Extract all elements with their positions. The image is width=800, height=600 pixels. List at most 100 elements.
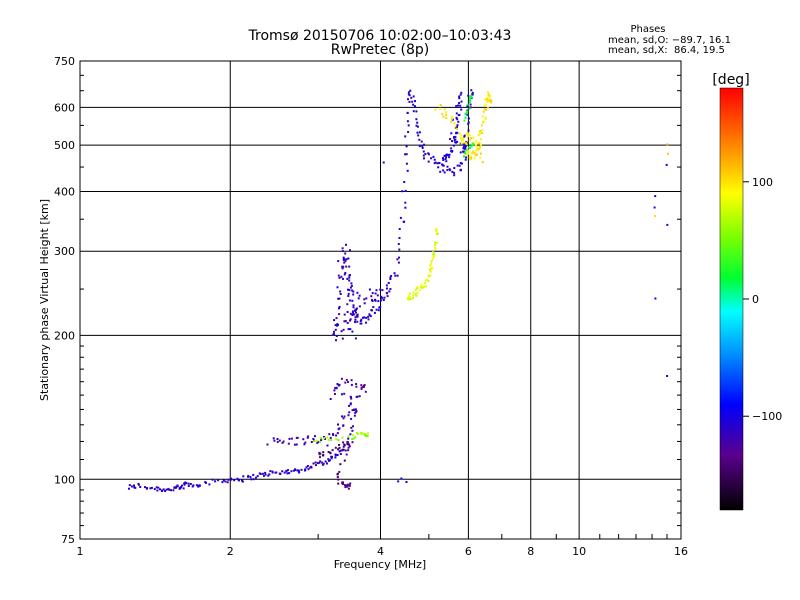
- data-point: [328, 433, 331, 436]
- data-point: [344, 252, 347, 255]
- data-point: [654, 195, 657, 198]
- series-x-trace-upper: [434, 91, 493, 164]
- data-point: [469, 106, 472, 109]
- data-point: [314, 435, 316, 438]
- data-point: [459, 151, 462, 154]
- data-point: [422, 286, 425, 289]
- colorbar-label: [deg]: [712, 72, 749, 88]
- data-point: [348, 404, 350, 407]
- data-point: [338, 307, 340, 310]
- data-point: [319, 456, 321, 459]
- data-point: [469, 98, 471, 101]
- data-point: [409, 89, 412, 92]
- data-point: [471, 152, 474, 155]
- data-point: [460, 142, 463, 145]
- data-point: [133, 486, 136, 489]
- data-point: [334, 446, 337, 449]
- data-point: [431, 258, 434, 261]
- data-point: [427, 152, 430, 155]
- data-point: [354, 321, 356, 323]
- data-point: [463, 119, 466, 122]
- data-point: [464, 146, 467, 149]
- data-point: [436, 241, 439, 244]
- x-tick-label: 16: [674, 545, 688, 558]
- data-point: [446, 165, 449, 168]
- data-point: [344, 484, 346, 487]
- data-point: [443, 171, 446, 174]
- data-point: [371, 292, 374, 295]
- data-point: [485, 108, 488, 111]
- data-point: [427, 279, 430, 282]
- data-point: [394, 274, 397, 277]
- data-point: [352, 304, 355, 307]
- data-point: [337, 274, 340, 277]
- data-point: [168, 488, 171, 491]
- data-point: [264, 471, 267, 474]
- data-point: [156, 489, 159, 492]
- data-point: [208, 483, 211, 486]
- data-point: [319, 440, 321, 443]
- data-point: [421, 286, 424, 289]
- data-point: [349, 249, 351, 252]
- series-x-trace-edge: [462, 94, 475, 158]
- data-point: [364, 390, 367, 393]
- data-point: [377, 300, 380, 303]
- data-point: [408, 100, 411, 103]
- data-point: [365, 321, 367, 324]
- data-point: [342, 256, 345, 259]
- data-point: [342, 257, 345, 260]
- data-point: [466, 105, 469, 107]
- data-point: [287, 442, 290, 445]
- data-point: [347, 328, 350, 331]
- data-point: [404, 206, 407, 209]
- data-point: [477, 134, 480, 137]
- data-point: [455, 112, 458, 115]
- data-point: [351, 429, 354, 432]
- data-point: [347, 414, 350, 417]
- data-point: [364, 434, 367, 437]
- data-point: [446, 169, 449, 171]
- data-point: [363, 302, 366, 305]
- data-point: [465, 156, 468, 159]
- data-point: [443, 154, 446, 157]
- data-point: [355, 385, 358, 388]
- data-point: [306, 465, 309, 467]
- data-point: [347, 292, 350, 295]
- data-point: [290, 470, 293, 473]
- data-point: [350, 417, 353, 420]
- data-point: [250, 478, 253, 481]
- data-point: [484, 103, 487, 106]
- data-point: [457, 120, 460, 123]
- data-point: [330, 439, 333, 441]
- data-point: [486, 98, 489, 101]
- data-point: [467, 94, 470, 97]
- data-point: [378, 306, 381, 309]
- data-point: [468, 133, 471, 136]
- data-point: [453, 136, 456, 139]
- data-point: [198, 484, 201, 487]
- data-point: [452, 144, 455, 147]
- data-point: [666, 223, 669, 226]
- data-point: [418, 131, 421, 134]
- data-point: [479, 138, 482, 141]
- colorbar-tick-label: 0: [752, 293, 759, 306]
- data-point: [437, 166, 440, 169]
- data-point: [429, 264, 432, 267]
- data-point: [330, 457, 333, 460]
- data-point: [459, 93, 462, 96]
- data-point: [337, 423, 339, 426]
- data-point: [445, 111, 448, 114]
- data-point: [407, 98, 409, 101]
- data-point: [489, 95, 492, 97]
- data-point: [457, 114, 460, 117]
- data-point: [414, 292, 417, 295]
- data-point: [347, 449, 350, 452]
- data-point: [380, 295, 383, 298]
- data-point: [388, 290, 391, 293]
- data-point: [217, 479, 220, 482]
- data-point: [348, 274, 351, 277]
- data-point: [304, 469, 307, 472]
- data-point: [268, 473, 271, 476]
